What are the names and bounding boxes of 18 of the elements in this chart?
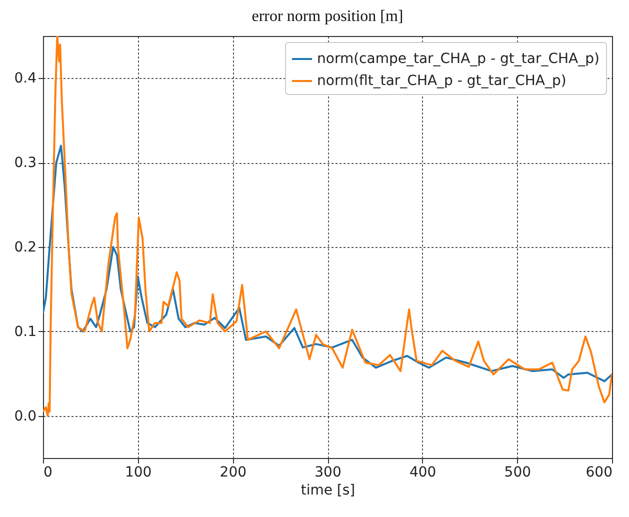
y-tick-label: 0.2 (14, 240, 36, 256)
x-tick-label: 0 (44, 464, 52, 480)
legend-label: norm(flt_tar_CHA_p - gt_tar_CHA_p) (317, 73, 566, 89)
x-tick-label: 200 (220, 464, 247, 480)
line-series (43, 36, 612, 417)
y-tick-label: 0.4 (14, 70, 37, 87)
x-tick-label: 400 (409, 464, 436, 480)
chart-title: error norm position [m] (252, 8, 404, 25)
line-series (43, 144, 612, 382)
y-tick-label: 0.3 (14, 155, 36, 172)
x-tick-label: 600 (586, 464, 612, 480)
legend-label: norm(campe_tar_CHA_p - gt_tar_CHA_p) (317, 51, 600, 67)
y-tick-label: 0.1 (14, 324, 36, 340)
x-tick-label: 100 (124, 464, 152, 480)
x-tick-label: 500 (504, 464, 532, 480)
x-tick-label: 300 (314, 464, 342, 480)
x-axis-title: time [s] (300, 482, 356, 498)
y-tick-label: 0.0 (14, 408, 36, 424)
